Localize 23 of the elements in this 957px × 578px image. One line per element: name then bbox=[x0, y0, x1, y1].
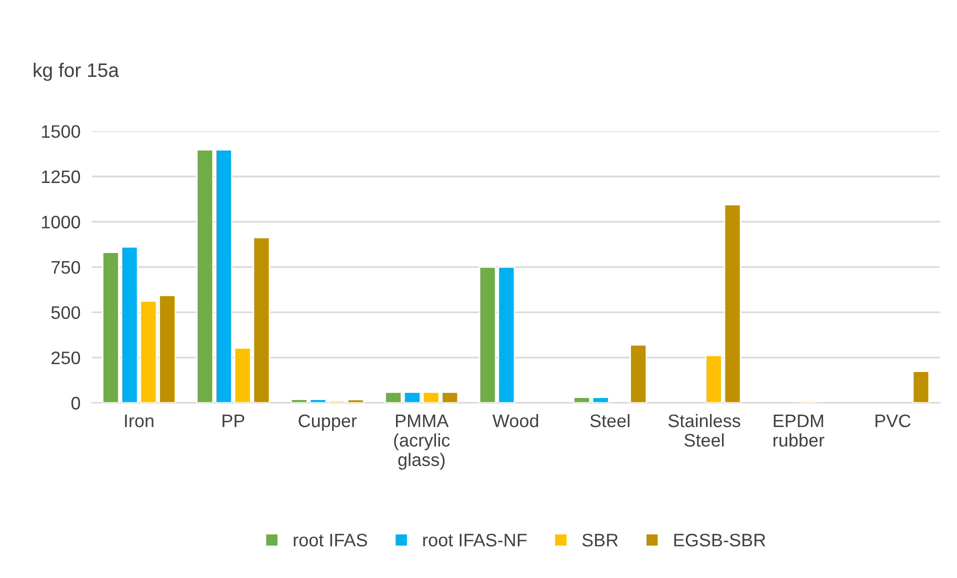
legend-label: root IFAS-NF bbox=[423, 534, 527, 546]
x-tick-label: EPDM rubber bbox=[774, 414, 824, 447]
y-tick-label: 1250 bbox=[42, 170, 80, 184]
bar bbox=[630, 344, 647, 403]
x-tick-label: Cupper bbox=[298, 414, 357, 431]
x-tick-label: PMMA (acrylic glass) bbox=[394, 414, 450, 470]
y-axis-title: kg for 15a bbox=[34, 62, 119, 81]
x-tick-label: Stainless Steel bbox=[668, 414, 740, 447]
y-tick-label: 250 bbox=[52, 352, 80, 364]
x-tick-label: Iron bbox=[125, 414, 154, 428]
x-tick-label: Wood bbox=[492, 414, 538, 428]
bar bbox=[912, 370, 930, 403]
y-tick-label: 750 bbox=[52, 260, 80, 274]
x-tick-label: Steel bbox=[590, 414, 630, 428]
y-tick-label: 1500 bbox=[42, 125, 80, 138]
legend-label: root IFAS bbox=[294, 534, 368, 546]
x-tick-label: PP bbox=[222, 414, 244, 428]
y-tick-label: 500 bbox=[51, 306, 80, 320]
x-tick-label: PVC bbox=[876, 414, 911, 428]
y-tick-label: 1000 bbox=[42, 216, 80, 228]
legend-label: SBR bbox=[582, 534, 618, 546]
legend-label: EGSB-SBR bbox=[674, 534, 766, 546]
y-tick-label: 0 bbox=[71, 396, 80, 410]
